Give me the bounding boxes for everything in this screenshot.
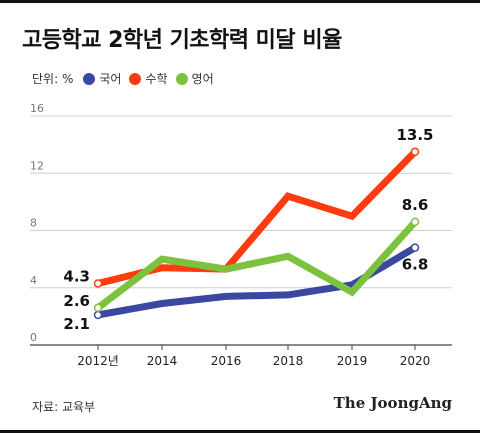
data-label: 13.5 bbox=[396, 126, 433, 144]
legend-item-english: 영어 bbox=[175, 70, 214, 87]
legend-swatch-math bbox=[129, 72, 142, 85]
x-tick-label: 2014 bbox=[147, 354, 178, 368]
legend-swatch-korean bbox=[83, 72, 96, 85]
x-tick-label: 2020 bbox=[400, 354, 431, 368]
data-point bbox=[93, 310, 103, 320]
legend: 단위: % 국어 수학 영어 bbox=[32, 70, 222, 87]
x-tick-label: 2018 bbox=[273, 354, 304, 368]
x-tick-label: 2019 bbox=[337, 354, 368, 368]
legend-label-english: 영어 bbox=[191, 72, 214, 86]
series-line-korean bbox=[97, 244, 417, 319]
x-tick-label: 2012년 bbox=[77, 354, 119, 368]
legend-label-math: 수학 bbox=[145, 72, 168, 86]
data-label: 2.6 bbox=[63, 292, 90, 310]
legend-label-korean: 국어 bbox=[99, 72, 122, 86]
data-point bbox=[410, 243, 420, 252]
unit-label: 단위: % bbox=[32, 72, 74, 86]
legend-item-korean: 국어 bbox=[83, 70, 121, 87]
legend-item-math: 수학 bbox=[129, 70, 168, 87]
bottom-rule bbox=[0, 430, 480, 433]
data-point bbox=[410, 147, 420, 157]
brand-logo: The JoongAng bbox=[333, 394, 452, 412]
y-tick-label: 16 bbox=[30, 102, 44, 115]
series-line-english bbox=[95, 219, 418, 311]
legend-swatch-english bbox=[175, 72, 188, 85]
y-tick-label: 8 bbox=[30, 217, 37, 230]
y-tick-label: 0 bbox=[30, 331, 37, 344]
x-tick-label: 2016 bbox=[211, 354, 242, 368]
data-label: 8.6 bbox=[402, 196, 429, 214]
source-note: 자료: 교육부 bbox=[32, 400, 96, 414]
y-tick-label: 4 bbox=[30, 274, 37, 287]
data-label: 4.3 bbox=[63, 267, 90, 285]
y-tick-label: 12 bbox=[30, 159, 44, 172]
chart-title: 고등학교 2학년 기초학력 미달 비율 bbox=[22, 28, 342, 53]
top-rule bbox=[0, 0, 480, 3]
data-point bbox=[93, 303, 103, 313]
data-label: 2.1 bbox=[63, 315, 90, 333]
data-label: 6.8 bbox=[402, 256, 429, 274]
data-point bbox=[93, 279, 103, 288]
data-point bbox=[410, 217, 420, 227]
